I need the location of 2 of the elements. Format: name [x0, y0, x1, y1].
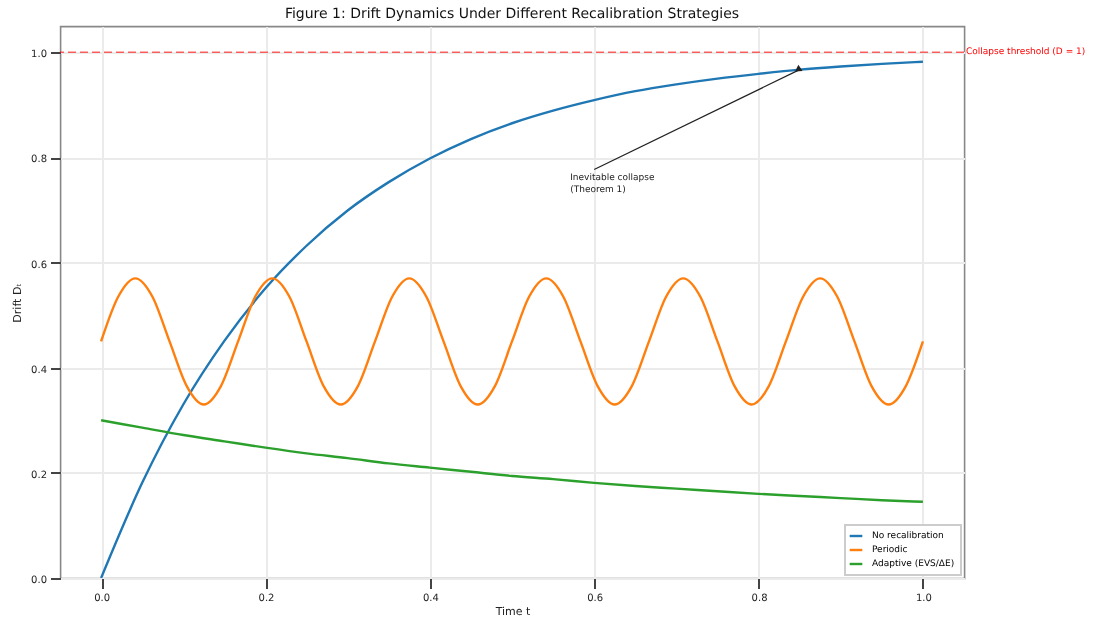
line-series — [99, 419, 925, 503]
line-series — [99, 277, 925, 406]
